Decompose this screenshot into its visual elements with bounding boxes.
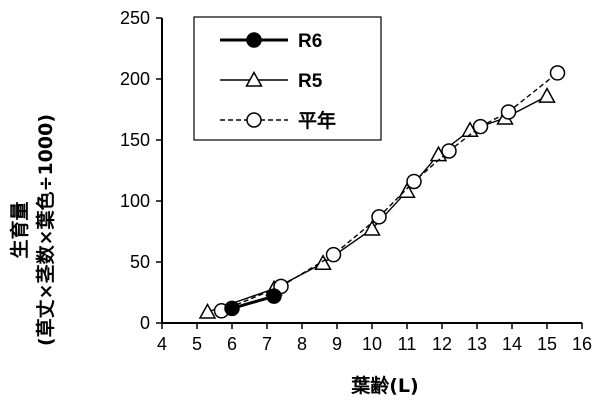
legend-item-1-label: R6	[298, 31, 322, 52]
series-3-point	[472, 118, 489, 135]
x-tick-label: 7	[262, 334, 272, 354]
legend-item-3-marker	[246, 112, 262, 128]
series-2-point	[198, 302, 217, 319]
series-1-point	[266, 288, 282, 304]
y-axis-ticks: 0 50 100 150 200 250	[120, 8, 162, 333]
y-tick-label: 0	[140, 313, 150, 333]
legend-item-1-marker	[246, 32, 262, 48]
series-3-point	[549, 65, 566, 81]
y-tick-label: 250	[120, 8, 150, 28]
x-tick-label: 8	[297, 334, 307, 354]
y-tick-label: 100	[120, 191, 150, 211]
y-axis-title: 生育量 (草丈×茎数×葉色÷1000)	[8, 114, 57, 346]
x-tick-label: 14	[502, 334, 522, 354]
legend-item-2: R5	[220, 70, 323, 92]
legend: R6 R5 平年	[193, 16, 382, 141]
x-tick-label: 11	[398, 334, 417, 354]
y-axis-title-line2: (草丈×茎数×葉色÷1000)	[34, 114, 57, 346]
series-3-point	[500, 104, 517, 120]
x-tick-label: 4	[157, 334, 167, 354]
legend-item-3: 平年	[220, 109, 336, 132]
series-layer	[198, 65, 566, 319]
y-tick-label: 50	[130, 252, 150, 272]
x-tick-label: 15	[537, 334, 557, 354]
x-tick-label: 16	[572, 334, 592, 354]
series-2-point	[363, 220, 381, 236]
series-3-point	[371, 209, 387, 225]
y-tick-label: 200	[120, 69, 150, 89]
series-3-point	[441, 143, 457, 159]
x-tick-label: 5	[192, 334, 202, 354]
x-tick-label: 13	[467, 334, 487, 354]
series-2-point	[398, 182, 416, 198]
x-tick-label: 6	[227, 334, 237, 354]
legend-item-2-marker	[245, 70, 263, 87]
legend-item-3-label: 平年	[298, 109, 336, 132]
y-axis-title-line1: 生育量	[8, 201, 31, 258]
series-3-point	[325, 246, 342, 263]
series-1	[224, 288, 282, 317]
x-axis-ticks: 4 5 6 7 8 9 10 11 12 13 14 15 16	[157, 323, 592, 354]
legend-item-2-label: R5	[298, 71, 323, 92]
x-tick-label: 9	[332, 334, 342, 354]
y-tick-label: 150	[120, 130, 150, 150]
x-tick-label: 12	[432, 334, 452, 354]
series-2-point	[314, 254, 332, 270]
legend-item-1: R6	[220, 31, 322, 52]
legend-box	[193, 16, 382, 141]
series-1-point	[224, 300, 240, 317]
series-2-point	[538, 87, 556, 103]
series-3-point	[406, 173, 422, 190]
x-axis-title: 葉齢(L)	[350, 374, 418, 397]
x-tick-label: 10	[362, 334, 382, 354]
